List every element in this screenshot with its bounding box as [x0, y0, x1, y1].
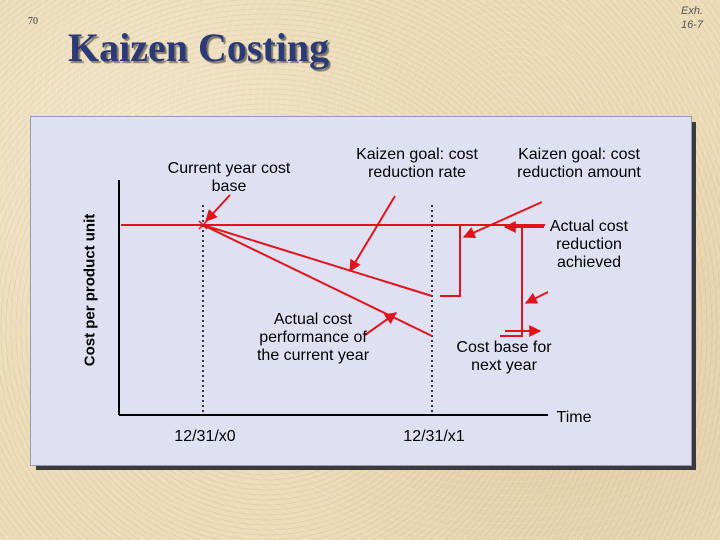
actual-achieved-bracket: [500, 224, 523, 337]
label-actual-performance: Actual cost performance of the current y…: [256, 311, 370, 364]
origin-mark: [198, 220, 208, 230]
diagram-panel: [30, 116, 692, 466]
x-axis-label: Time: [556, 409, 592, 426]
label-goal-rate: Kaizen goal: cost reduction rate: [356, 146, 478, 181]
arrow-goal-rate: [349, 195, 396, 273]
tick-label-x0: 12/31/x0: [174, 428, 236, 445]
arrow-actual-performance: [364, 312, 397, 336]
tick-label-x1: 12/31/x1: [403, 428, 465, 445]
arrow-goal-amount: [462, 201, 543, 239]
label-goal-amount: Kaizen goal: cost reduction amount: [517, 146, 641, 181]
label-next-base: Cost base for next year: [456, 339, 552, 374]
goal-amount-bracket: [440, 224, 461, 297]
target-cost-line: [202, 224, 433, 297]
exhibit-label: Exh. 16-7: [680, 5, 704, 31]
slide-number: 70: [28, 16, 38, 27]
arrow-next-base: [524, 291, 549, 304]
slide-title: Kaizen Costing: [68, 25, 330, 70]
label-current-base: Current year cost base: [167, 160, 291, 195]
y-axis-label: Cost per product unit: [81, 213, 99, 367]
arrow-current-base: [205, 194, 231, 222]
label-actual-achieved: Actual cost reduction achieved: [549, 218, 629, 271]
